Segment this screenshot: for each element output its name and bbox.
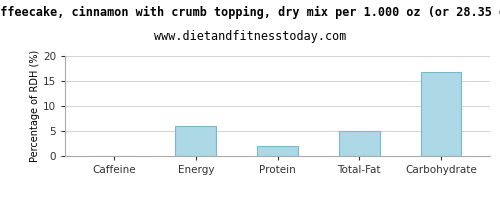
Text: www.dietandfitnesstoday.com: www.dietandfitnesstoday.com (154, 30, 346, 43)
Bar (176, 126, 216, 156)
Bar (257, 146, 298, 156)
Y-axis label: Percentage of RDH (%): Percentage of RDH (%) (30, 50, 40, 162)
Text: Coffeecake, cinnamon with crumb topping, dry mix per 1.000 oz (or 28.35 g): Coffeecake, cinnamon with crumb topping,… (0, 6, 500, 19)
Bar (420, 72, 462, 156)
Bar (339, 131, 380, 156)
